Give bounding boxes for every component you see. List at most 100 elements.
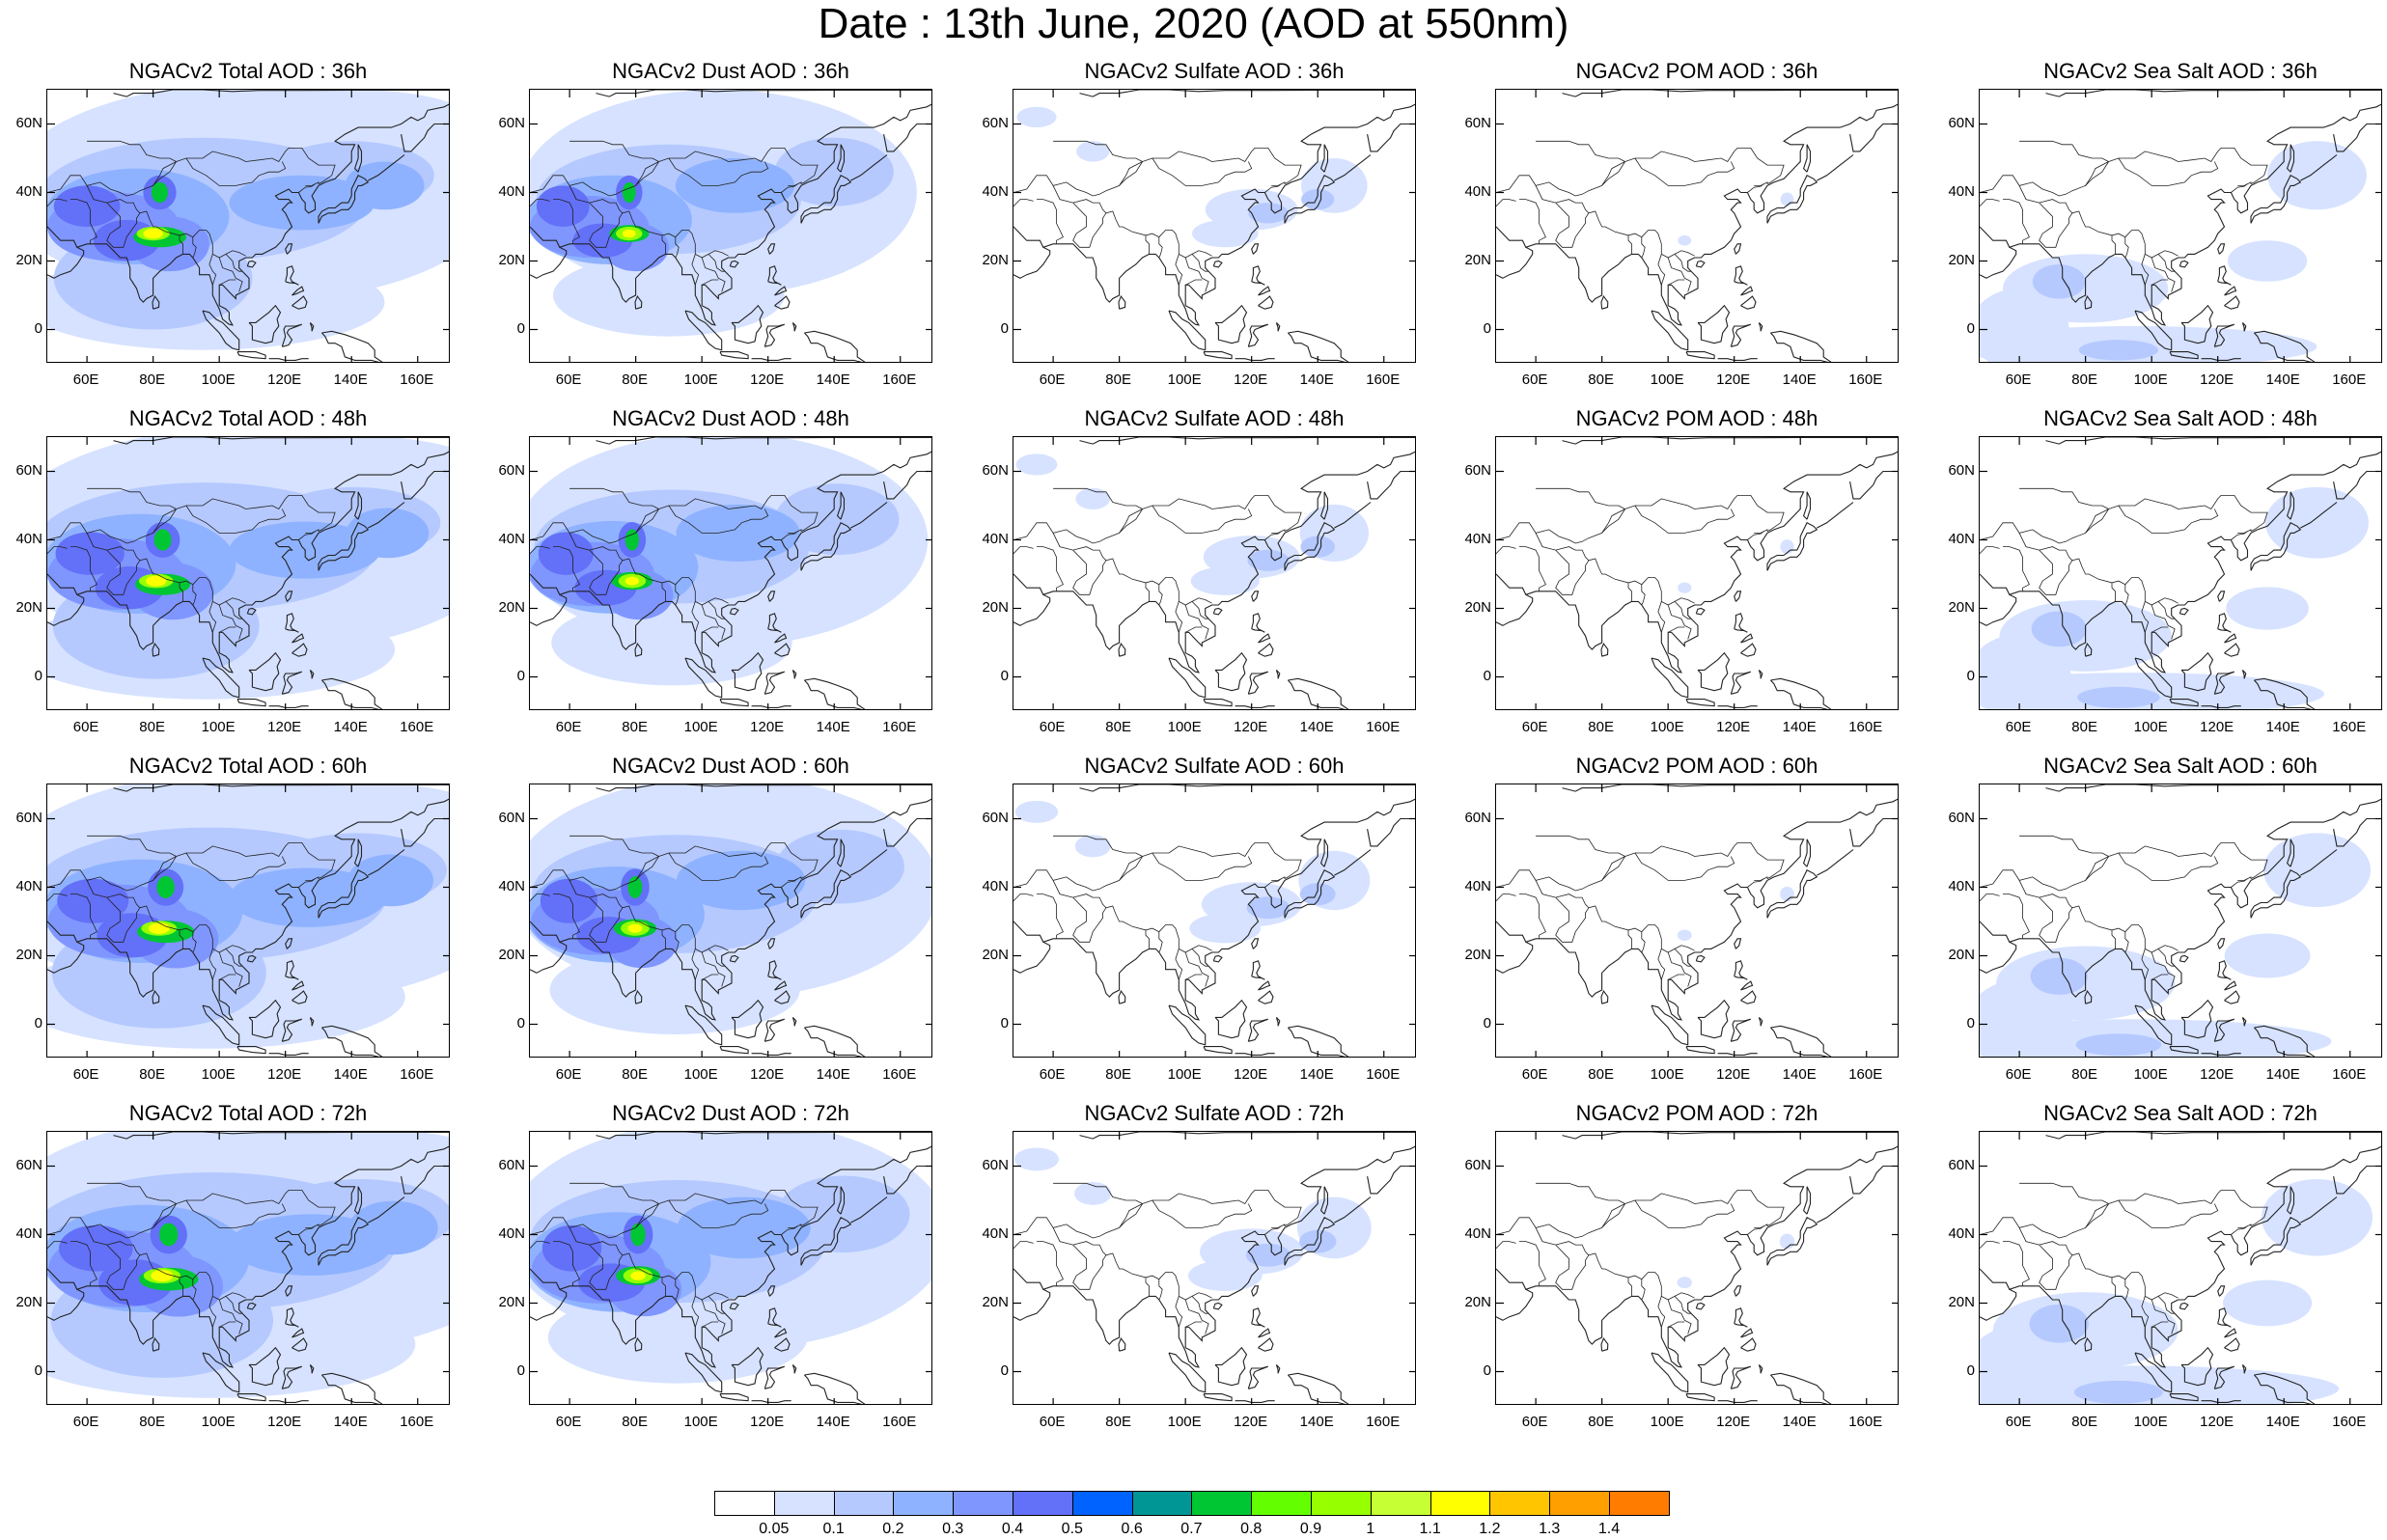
- colorbar-label: 0.8: [1240, 1521, 1263, 1537]
- colorbar-label: 1.3: [1539, 1521, 1561, 1537]
- lat-tick-label: 40N: [498, 182, 525, 200]
- coastline: [318, 522, 370, 571]
- lon-tick-label: 140E: [1299, 1066, 1334, 1083]
- coastline: [1235, 358, 1275, 361]
- country-border: [635, 161, 659, 186]
- lon-tick-label: 60E: [1521, 1066, 1548, 1083]
- country-border: [1013, 546, 1034, 554]
- coastline: [2180, 651, 2214, 692]
- map-plot-area: [1013, 436, 1416, 710]
- coastline: [2224, 633, 2237, 644]
- country-border: [661, 234, 666, 255]
- coastline: [1251, 265, 1265, 286]
- coastline: [751, 705, 791, 708]
- coastline: [1288, 1372, 1349, 1404]
- country-border: [153, 1203, 177, 1228]
- lat-tick-label: 20N: [498, 251, 525, 268]
- country-border: [2019, 1182, 2109, 1204]
- aod-field-patch: [622, 229, 636, 238]
- country-border: [185, 1199, 287, 1228]
- country-border: [2118, 505, 2219, 534]
- coastline: [1600, 989, 1609, 1004]
- lat-tick-label: 40N: [1464, 1224, 1491, 1242]
- colorbar-swatch: [1609, 1491, 1670, 1516]
- country-border: [2151, 974, 2169, 980]
- country-border: [675, 584, 680, 606]
- country-border: [1668, 1321, 1685, 1328]
- coastline: [1496, 1145, 1898, 1368]
- country-border: [1145, 1277, 1150, 1297]
- lat-tick-label: 20N: [1464, 251, 1491, 268]
- lat-tick-label: 40N: [498, 1224, 525, 1242]
- lon-tick-label: 160E: [2332, 1414, 2367, 1430]
- country-border: [1013, 495, 1302, 544]
- coastline: [152, 1336, 160, 1352]
- country-border: [298, 1225, 316, 1235]
- country-border: [2141, 949, 2150, 980]
- lon-tick-label: 160E: [882, 1066, 917, 1083]
- coastline: [248, 304, 282, 344]
- country-border: [1519, 199, 1546, 244]
- country-border: [153, 509, 177, 534]
- coastline: [285, 1307, 299, 1328]
- coastline: [729, 1302, 739, 1310]
- coastline: [1730, 323, 1751, 347]
- coastline: [236, 1393, 266, 1402]
- coastline: [291, 286, 305, 296]
- coastline: [202, 1004, 240, 1046]
- coastline: [800, 175, 852, 224]
- map-svg: [1496, 1132, 1898, 1404]
- map-svg: [530, 90, 931, 362]
- country-border: [589, 896, 624, 943]
- country-border: [1053, 487, 1143, 509]
- lat-tick-label: 40N: [498, 877, 525, 894]
- coastline: [530, 941, 568, 974]
- coastline: [634, 1336, 643, 1352]
- lon-tick-label: 120E: [2200, 371, 2234, 388]
- aod-field-patch: [630, 1271, 646, 1280]
- coastline: [1251, 591, 1260, 602]
- country-border: [185, 157, 287, 186]
- country-border: [1980, 148, 2268, 197]
- coastline: [1980, 1145, 2381, 1368]
- map-panel: NGACv2 Dust AOD : 48h 0 20N 40N 60N 60E 80E 100…: [490, 406, 971, 748]
- country-border: [218, 604, 243, 640]
- lon-tick-label: 80E: [1588, 371, 1614, 388]
- coastline: [1258, 990, 1274, 1004]
- country-border: [702, 974, 719, 980]
- coastline: [113, 784, 449, 792]
- lon-tick-label: 140E: [816, 719, 850, 735]
- aod-field-patch: [231, 1132, 449, 1191]
- country-border: [668, 157, 769, 186]
- country-border: [1072, 549, 1107, 595]
- map-plot-area: [1495, 1131, 1899, 1405]
- country-border: [2118, 852, 2219, 881]
- country-border: [661, 582, 666, 602]
- country-border: [702, 279, 719, 286]
- country-border: [87, 1182, 177, 1204]
- coastline: [1980, 593, 2017, 626]
- coastline: [285, 1285, 293, 1297]
- country-border: [70, 1241, 97, 1286]
- lat-tick-label: 40N: [1948, 530, 1975, 547]
- country-border: [305, 181, 319, 186]
- coastline: [1685, 351, 1715, 360]
- lat-tick-label: 0: [516, 319, 525, 337]
- country-border: [219, 279, 236, 286]
- country-border: [668, 505, 769, 534]
- coastline: [1758, 1017, 1763, 1027]
- coastline: [2217, 265, 2232, 286]
- lon-tick-label: 100E: [201, 719, 236, 735]
- country-border: [589, 1244, 624, 1290]
- coastline: [1980, 798, 2381, 1021]
- lon-tick-label: 120E: [1716, 719, 1751, 735]
- country-border: [106, 202, 141, 248]
- aod-field-patch: [2226, 587, 2309, 630]
- coastline: [1203, 1046, 1233, 1055]
- lon-tick-label: 60E: [2005, 719, 2032, 735]
- coastline: [2333, 817, 2381, 847]
- coastline: [401, 470, 449, 500]
- coastline: [883, 123, 931, 152]
- lon-tick-label: 100E: [2133, 371, 2168, 388]
- lon-tick-label: 120E: [1234, 371, 1268, 388]
